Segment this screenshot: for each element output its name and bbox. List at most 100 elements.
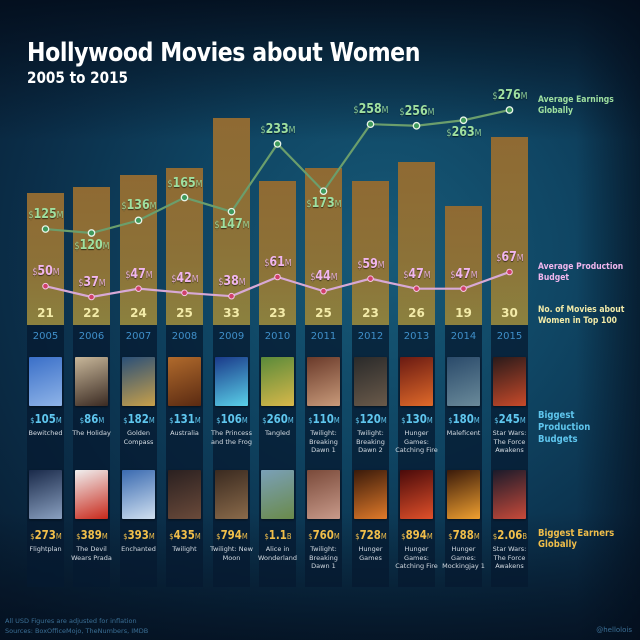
budget-movie-value: $86M [79, 412, 104, 426]
budget-movie-value: $245M [493, 412, 526, 426]
earnings-point [227, 207, 236, 216]
budget-movie-poster[interactable] [307, 357, 340, 406]
budget-movie-title: Maleficent [446, 429, 481, 437]
earner-movie-title: Twilight: Breaking Dawn 1 [309, 545, 338, 570]
earner-movie-poster[interactable] [75, 470, 108, 519]
year-label: 2013 [403, 331, 430, 342]
earner-movie-value: $273M [29, 528, 62, 542]
earner-movie-poster[interactable] [261, 470, 294, 519]
count-bar[interactable] [73, 187, 110, 325]
count-bar[interactable] [445, 205, 482, 325]
earner-movie-poster[interactable] [122, 470, 155, 519]
earner-movie-value: $389M [75, 528, 108, 542]
budget-movie-title: Bewitched [28, 429, 63, 437]
year-label: 2006 [78, 331, 105, 342]
budget-value-label: $47M [449, 266, 478, 282]
count-bar[interactable] [352, 180, 389, 325]
count-bar[interactable] [27, 193, 64, 325]
year-label: 2007 [125, 331, 152, 342]
earnings-value-label: $125M [28, 207, 63, 223]
legend-text: Budgets [538, 434, 578, 445]
legend-text: Budget [538, 273, 570, 283]
earnings-markers [41, 106, 514, 237]
earner-movie-value: $1.1B [263, 528, 292, 542]
year-label: 2005 [32, 331, 59, 342]
budget-point [320, 287, 327, 295]
budget-movie-poster[interactable] [493, 357, 526, 406]
budget-movie-poster[interactable] [354, 357, 387, 406]
legend-text: Globally [538, 539, 577, 550]
budget-point [413, 285, 420, 292]
budget-movie-value: $130M [400, 412, 433, 426]
budget-movie-poster[interactable] [215, 357, 248, 406]
budget-value-label: $44M [309, 269, 338, 285]
earner-movie-poster[interactable] [29, 470, 62, 519]
budget-point [135, 285, 142, 292]
author-handle[interactable]: @hellolois [596, 626, 632, 634]
earner-movie-poster[interactable] [493, 470, 526, 519]
count-bar[interactable] [259, 180, 296, 325]
budget-value-label: $50M [31, 264, 60, 280]
budget-point [274, 273, 281, 281]
footer-note: All USD Figures are adjusted for inflati… [5, 617, 137, 625]
budget-movie-title: Star Wars: The Force Awakens [492, 429, 527, 454]
earnings-value-label: $276M [492, 88, 527, 103]
page-subtitle: 2005 to 2015 [27, 68, 129, 87]
budget-movie-title: Twilight: Breaking Dawn 1 [309, 429, 338, 454]
budget-movie-poster[interactable] [261, 357, 294, 406]
earner-movie-title: Flightplan [29, 545, 62, 553]
count-label: 30 [501, 306, 518, 320]
count-bar[interactable] [120, 174, 157, 325]
page-title: Hollywood Movies about Women [27, 38, 421, 68]
budget-value-label: $59M [356, 256, 385, 272]
earner-movie-poster[interactable] [215, 470, 248, 519]
count-bar[interactable] [491, 136, 528, 325]
budget-movie-value: $106M [215, 412, 248, 426]
budget-value-label: $47M [124, 266, 153, 282]
earner-movie-title: Alice in Wonderland [258, 545, 297, 562]
budget-point [228, 292, 235, 300]
year-label: 2008 [171, 331, 198, 342]
earnings-point [134, 216, 143, 225]
budget-movie-poster[interactable] [122, 357, 155, 406]
earner-movie-title: Hunger Games: Mockingjay 1 [442, 545, 485, 570]
budget-point [506, 268, 513, 276]
count-bar[interactable] [398, 161, 435, 325]
earner-movie-value: $393M [122, 528, 155, 542]
budget-value-label: $38M [217, 274, 246, 290]
budget-movie-poster[interactable] [168, 357, 201, 406]
budget-movie-value: $180M [447, 412, 480, 426]
budget-movie-poster[interactable] [447, 357, 480, 406]
earnings-value-label: $233M [260, 121, 295, 137]
count-label: 22 [83, 306, 100, 320]
budget-movie-value: $110M [307, 412, 340, 426]
legend-avg-earnings: Average Earnings Globally [538, 95, 614, 117]
budget-value-label: $37M [77, 275, 106, 290]
budget-movie-poster[interactable] [75, 357, 108, 406]
budget-point [367, 275, 374, 282]
earner-movie-value: $760M [307, 528, 340, 542]
earner-movie-poster[interactable] [307, 470, 340, 519]
budget-value-label: $47M [402, 266, 431, 282]
legend-avg-budget: Average Production Budget [538, 262, 623, 284]
budget-movie-title: Tangled [264, 429, 291, 437]
earnings-value-label: $263M [446, 125, 481, 141]
earnings-point [319, 187, 328, 196]
budget-value-label: $42M [170, 270, 199, 286]
earnings-point [366, 120, 375, 129]
legend-biggest-earners: Biggest Earners Globally [538, 528, 614, 550]
earner-movie-poster[interactable] [447, 470, 480, 519]
earner-movie-poster[interactable] [354, 470, 387, 519]
budget-movie-poster[interactable] [29, 357, 62, 406]
earner-movie-poster[interactable] [168, 470, 201, 519]
count-label: 19 [455, 306, 472, 320]
earnings-value-label: $136M [121, 198, 156, 214]
budget-movie-value: $260M [261, 412, 294, 426]
year-label: 2010 [264, 331, 291, 342]
year-label: 2011 [310, 331, 337, 342]
earner-movie-poster[interactable] [400, 470, 433, 519]
budget-movie-poster[interactable] [400, 357, 433, 406]
earnings-value-label: $173M [306, 196, 341, 212]
earnings-point [180, 193, 189, 202]
